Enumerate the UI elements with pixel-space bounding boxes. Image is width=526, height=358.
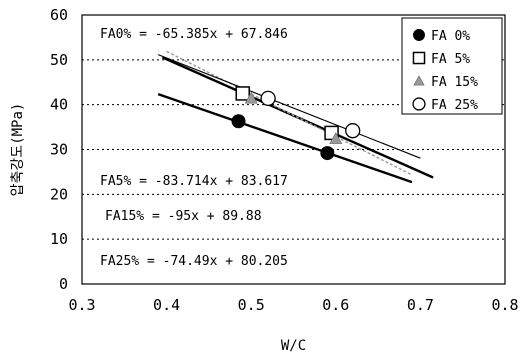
y-tick-label: 30 <box>50 141 68 159</box>
x-tick-label: 0.6 <box>322 296 349 314</box>
legend-marker <box>413 75 425 86</box>
legend-label: FA 15% <box>431 75 478 90</box>
y-tick-label: 20 <box>50 185 68 203</box>
trend-equation: FA15% = -95x + 89.88 <box>105 209 262 224</box>
data-point <box>231 114 246 129</box>
y-tick-label: 60 <box>50 6 68 24</box>
x-tick-label: 0.8 <box>491 296 518 314</box>
data-point <box>244 91 258 104</box>
data-point <box>320 146 335 161</box>
trend-line <box>157 93 413 184</box>
data-point <box>260 90 276 107</box>
data-point <box>235 86 250 101</box>
y-tick-label: 50 <box>50 51 68 69</box>
x-tick-label: 0.3 <box>68 296 95 314</box>
x-tick-label: 0.5 <box>238 296 265 314</box>
y-tick-label: 40 <box>50 96 68 114</box>
data-markers <box>231 86 361 161</box>
trend-equations: FA0% = -65.385x + 67.846 FA5% = -83.714x … <box>100 27 288 269</box>
trend-equation: FA0% = -65.385x + 67.846 <box>100 27 288 42</box>
x-tick-label: 0.7 <box>407 296 434 314</box>
trend-equation: FA25% = -74.49x + 80.205 <box>100 254 288 269</box>
trend-lines <box>157 50 434 184</box>
legend-marker <box>413 29 425 41</box>
y-tick-labels: 0 10 20 30 40 50 60 <box>50 6 68 293</box>
trend-line <box>157 54 421 159</box>
x-axis-title: W/C <box>281 338 306 354</box>
data-point <box>345 123 361 139</box>
y-tick-label: 0 <box>59 275 68 293</box>
x-tick-label: 0.4 <box>153 296 180 314</box>
y-tick-label: 10 <box>50 230 68 248</box>
legend-marker <box>412 97 426 111</box>
data-point <box>329 132 343 144</box>
trend-line <box>166 50 413 176</box>
trend-equation: FA5% = -83.714x + 83.617 <box>100 174 288 189</box>
legend-label: FA 5% <box>431 52 470 67</box>
legend: FA 0% FA 5% FA 15% FA 25% <box>401 17 503 115</box>
grid-lines <box>82 59 505 240</box>
plot-area-frame <box>81 14 506 285</box>
legend-marker <box>412 51 426 65</box>
x-tick-labels: 0.3 0.4 0.5 0.6 0.7 0.8 <box>68 296 518 314</box>
legend-label: FA 0% <box>431 29 470 44</box>
legend-label: FA 25% <box>431 98 478 113</box>
y-axis-title: 압축강도(MPa) <box>10 103 26 197</box>
